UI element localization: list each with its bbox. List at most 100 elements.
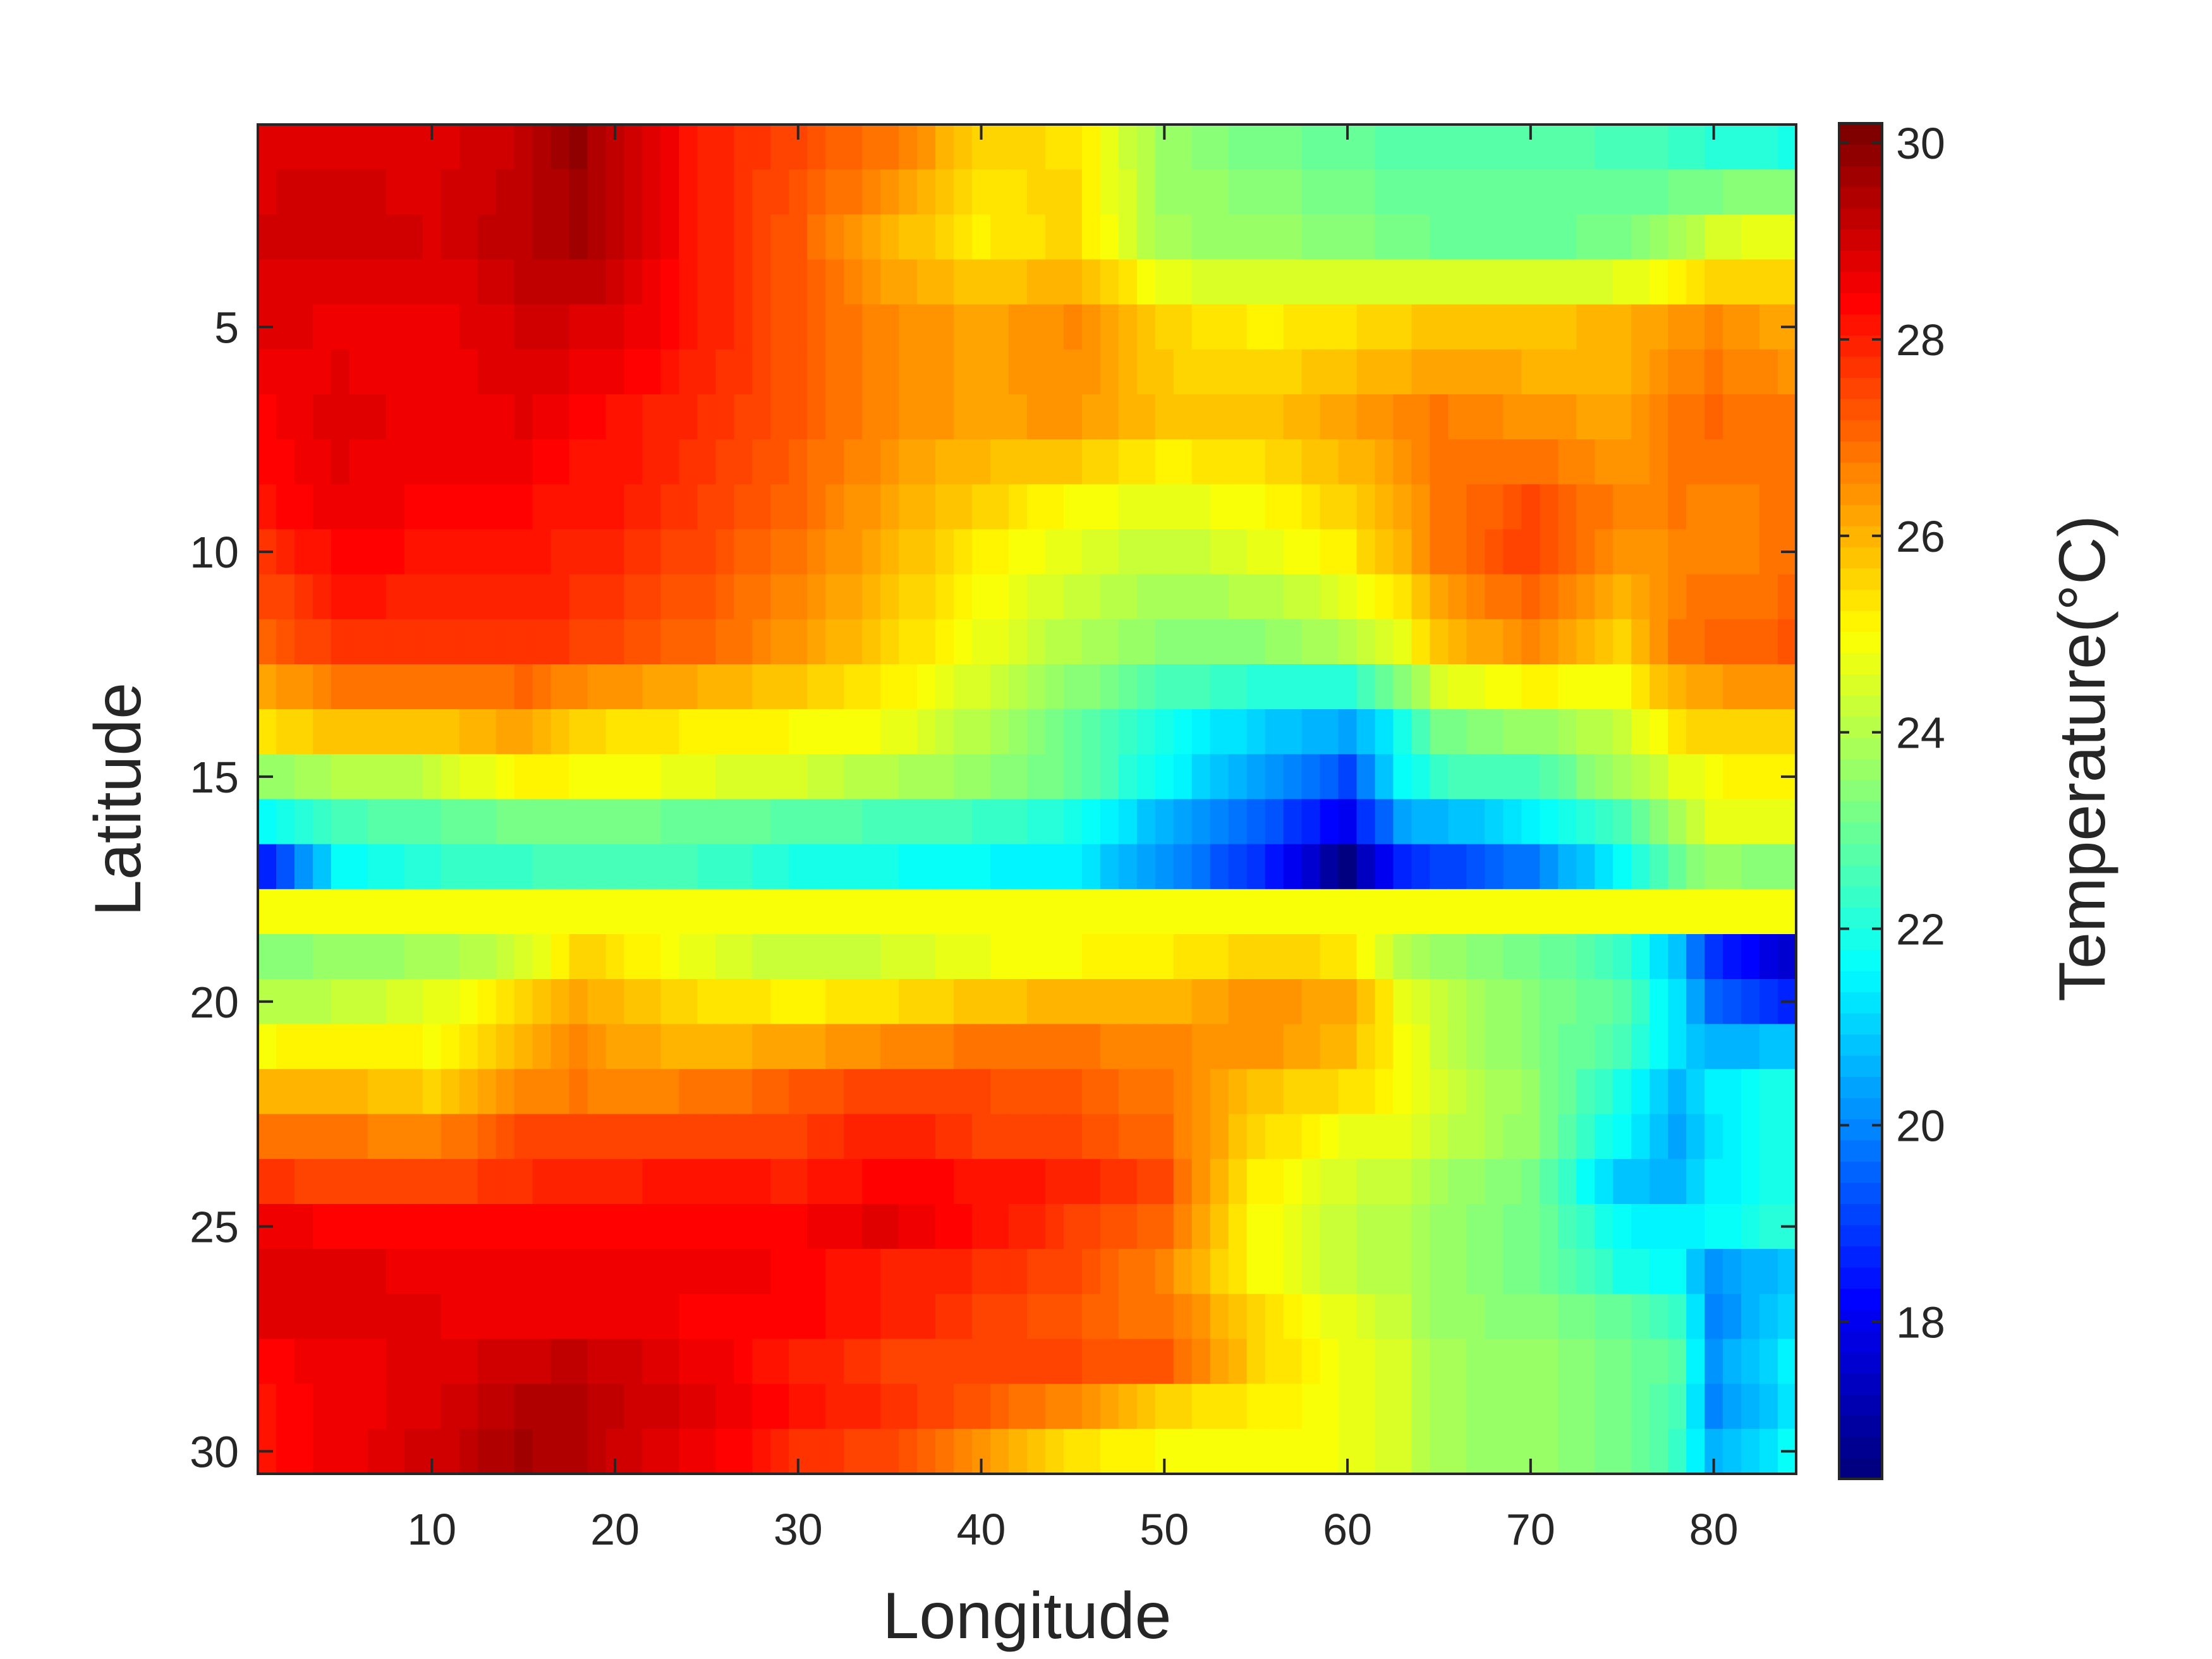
heatmap-cell: [1320, 1383, 1339, 1430]
heatmap-cell: [734, 664, 753, 710]
heatmap-cell: [1668, 1383, 1687, 1430]
heatmap-cell: [1027, 1069, 1046, 1115]
heatmap-cell: [477, 125, 497, 170]
heatmap-cell: [1173, 979, 1193, 1025]
heatmap-cell: [1485, 664, 1504, 710]
heatmap-cell: [1503, 529, 1522, 575]
heatmap-cell: [990, 1069, 1009, 1115]
heatmap-cell: [734, 125, 753, 170]
heatmap-cell: [349, 1383, 368, 1430]
heatmap-cell: [935, 169, 954, 216]
heatmap-cell: [1045, 304, 1064, 350]
heatmap-cell: [844, 664, 863, 710]
heatmap-cell: [1778, 1249, 1797, 1295]
heatmap-cell: [1521, 349, 1541, 395]
heatmap-cell: [386, 304, 405, 350]
heatmap-cell: [1430, 979, 1449, 1025]
heatmap-cell: [1246, 529, 1266, 575]
heatmap-cell: [1228, 1294, 1248, 1340]
heatmap-cell: [1613, 125, 1632, 170]
heatmap-cell: [679, 664, 698, 710]
heatmap-cell: [1081, 169, 1101, 216]
heatmap-cell: [258, 664, 277, 710]
colorbar-segment: [1839, 229, 1882, 251]
heatmap-cell: [715, 1339, 735, 1385]
heatmap-cell: [1485, 1158, 1504, 1205]
heatmap-cell: [917, 439, 936, 485]
heatmap-cell: [1466, 169, 1486, 216]
heatmap-cell: [1668, 979, 1687, 1025]
heatmap-cell: [1063, 214, 1083, 260]
heatmap-cell: [514, 169, 533, 216]
heatmap-cell: [1540, 304, 1559, 350]
heatmap-cell: [532, 664, 552, 710]
heatmap-cell: [550, 169, 570, 216]
heatmap-cell: [1741, 754, 1760, 800]
heatmap-cell: [862, 1069, 881, 1115]
heatmap-cell: [1246, 1114, 1266, 1160]
heatmap-cell: [1723, 125, 1742, 170]
heatmap-cell: [1759, 125, 1778, 170]
heatmap-cell: [752, 799, 772, 845]
heatmap-cell: [1503, 844, 1522, 890]
heatmap-cell: [312, 1069, 332, 1115]
heatmap-cell: [624, 1383, 643, 1430]
heatmap-cell: [825, 169, 845, 216]
heatmap-cell: [569, 754, 588, 800]
heatmap-cell: [715, 709, 735, 755]
heatmap-cell: [1283, 529, 1303, 575]
heatmap-cell: [495, 214, 515, 260]
heatmap-cell: [312, 1114, 332, 1160]
heatmap-cell: [1485, 1069, 1504, 1115]
heatmap-cell: [1173, 439, 1193, 485]
heatmap-cell: [349, 889, 368, 935]
heatmap-cell: [1521, 1024, 1541, 1070]
heatmap-cell: [1356, 394, 1376, 440]
heatmap-cell: [312, 439, 332, 485]
heatmap-cell: [1118, 844, 1138, 890]
heatmap-cell: [715, 1428, 735, 1474]
heatmap-cell: [1466, 1383, 1486, 1430]
heatmap-cell: [1155, 1069, 1174, 1115]
heatmap-cell: [1063, 1114, 1083, 1160]
heatmap-cell: [1393, 125, 1413, 170]
heatmap-cell: [1411, 1204, 1431, 1249]
heatmap-cell: [422, 1294, 442, 1340]
heatmap-cell: [1741, 349, 1760, 395]
heatmap-cell: [1503, 979, 1522, 1025]
heatmap-cell: [752, 125, 772, 170]
heatmap-cell: [1246, 934, 1266, 980]
heatmap-cell: [1265, 169, 1284, 216]
heatmap-cell: [752, 1339, 772, 1385]
heatmap-cell: [660, 1339, 680, 1385]
heatmap-cell: [1558, 709, 1577, 755]
heatmap-cell: [1136, 1114, 1156, 1160]
heatmap-cell: [1173, 1339, 1193, 1385]
heatmap-cell: [294, 439, 313, 485]
heatmap-cell: [917, 304, 936, 350]
heatmap-cell: [1393, 1339, 1413, 1385]
heatmap-cell: [587, 125, 607, 170]
heatmap-cell: [1100, 1069, 1119, 1115]
heatmap-cell: [1723, 844, 1742, 890]
heatmap-cell: [1521, 844, 1541, 890]
heatmap-cell: [1246, 1428, 1266, 1474]
heatmap-cell: [1393, 754, 1413, 800]
heatmap-cell: [1595, 125, 1614, 170]
heatmap-cell: [679, 169, 698, 216]
heatmap-cell: [404, 979, 423, 1025]
heatmap-cell: [587, 1204, 607, 1249]
heatmap-cell: [1595, 979, 1614, 1025]
heatmap-cell: [1576, 169, 1596, 216]
heatmap-cell: [1650, 259, 1668, 305]
heatmap-cell: [441, 214, 460, 260]
heatmap-cell: [1430, 934, 1449, 980]
heatmap-cell: [532, 1294, 552, 1340]
heatmap-cell: [495, 619, 515, 665]
heatmap-cell: [770, 394, 790, 440]
heatmap-cell: [1430, 1294, 1449, 1340]
heatmap-cell: [1558, 619, 1577, 665]
heatmap-cell: [386, 529, 405, 575]
heatmap-cell: [1045, 1428, 1064, 1474]
heatmap-cell: [1100, 1383, 1119, 1430]
